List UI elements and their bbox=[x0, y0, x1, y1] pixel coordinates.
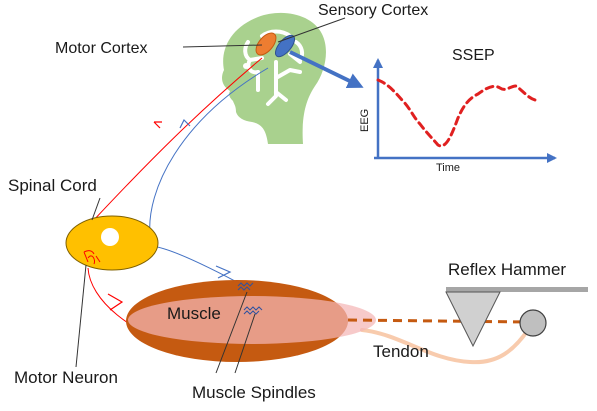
tendon-label: Tendon bbox=[373, 342, 429, 361]
hammer-head bbox=[445, 291, 501, 348]
muscle-spindles-leader-2 bbox=[234, 313, 256, 374]
ssep-waveform bbox=[376, 78, 537, 148]
tendon-shape bbox=[360, 328, 530, 365]
muscle-spindles-leader-1 bbox=[215, 291, 248, 374]
spinal-cord-icon bbox=[65, 215, 159, 271]
spinal-cord-label: Spinal Cord bbox=[8, 176, 97, 195]
muscle-spindle-icon bbox=[237, 282, 263, 315]
motor-neuron-label: Motor Neuron bbox=[14, 368, 118, 387]
spinal-cord-central-canal bbox=[101, 228, 119, 246]
tendon-insertion-knob bbox=[519, 309, 547, 337]
motor-neuron-arrowhead bbox=[107, 293, 124, 311]
time-axis-label: Time bbox=[436, 162, 460, 174]
motor-cortex-shape bbox=[255, 32, 277, 56]
motor-cortex-label: Motor Cortex bbox=[55, 40, 147, 57]
muscle-overlay bbox=[128, 296, 376, 344]
motor-pathway-arrowhead bbox=[153, 121, 162, 129]
muscle-spindles-label: Muscle Spindles bbox=[192, 383, 316, 402]
motor-neuron-soma-icon bbox=[83, 250, 101, 265]
tendon-dashed-line bbox=[347, 318, 531, 324]
brain-icon bbox=[243, 29, 305, 106]
hammer-handle bbox=[446, 287, 588, 292]
reflex-hammer-icon bbox=[445, 287, 588, 348]
eeg-axis-label: EEG bbox=[359, 109, 371, 132]
motor-cortex-leader bbox=[182, 44, 263, 48]
sensory-cortex-leader bbox=[277, 17, 346, 43]
reflex-hammer-label: Reflex Hammer bbox=[448, 260, 566, 279]
ssep-title: SSEP bbox=[452, 47, 495, 64]
spinal-cord-leader bbox=[91, 197, 101, 221]
muscle-label: Muscle bbox=[167, 304, 221, 323]
sensory-pathway-arrowhead-upper bbox=[179, 118, 191, 129]
motor-pathway-upper bbox=[91, 57, 263, 223]
sensory-cortex-label: Sensory Cortex bbox=[318, 2, 428, 19]
motor-neuron-leader bbox=[75, 264, 87, 368]
sensory-pathway-upper bbox=[149, 67, 269, 237]
sensory-pathway-arrowhead-lower bbox=[215, 265, 232, 279]
cortex-to-eeg-arrow bbox=[289, 50, 364, 88]
muscle-icon bbox=[126, 280, 376, 362]
ssep-plot: SSEP EEG Time bbox=[359, 47, 557, 174]
